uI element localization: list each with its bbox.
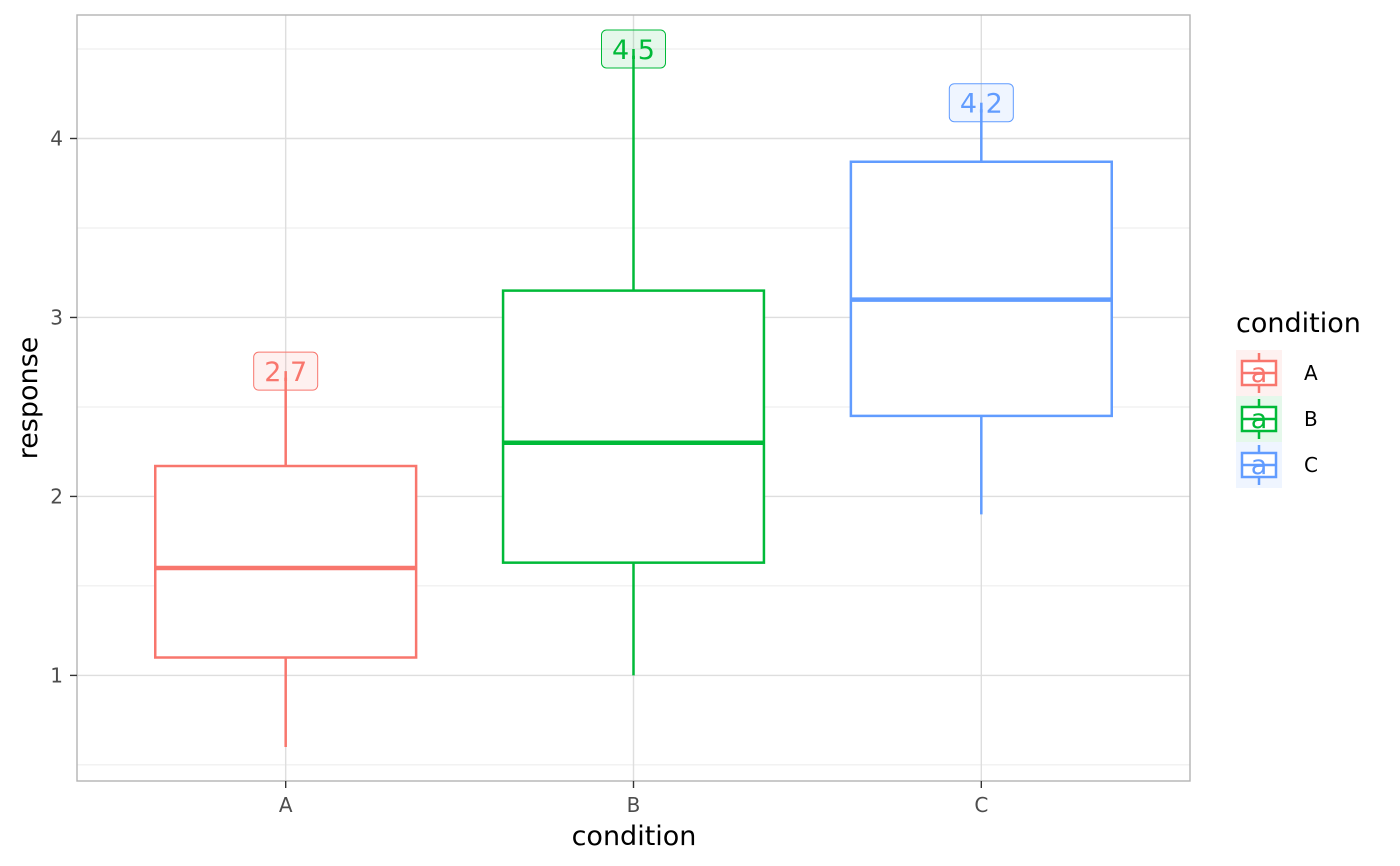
box-body <box>501 289 766 564</box>
x-tick-label: B <box>627 793 641 817</box>
max-label: 2.7 <box>264 357 307 388</box>
x-axis-title: condition <box>572 821 697 852</box>
box-C: 4.2 <box>849 83 1113 515</box>
box-body <box>154 464 418 659</box>
legend-key-glyph: a <box>1251 404 1268 435</box>
max-label-box <box>948 83 1014 123</box>
max-label-box <box>601 29 666 69</box>
y-axis-title: response <box>13 337 44 460</box>
box-B: 4.5 <box>501 29 766 676</box>
x-tick-label: C <box>974 793 988 817</box>
max-label: 4.2 <box>960 89 1003 120</box>
y-axis: 1 2 3 4 <box>50 126 77 687</box>
plot-panel: 2.7 4.5 4.2 <box>76 14 1191 782</box>
y-tick-label: 3 <box>50 305 63 329</box>
max-label-box <box>253 351 319 391</box>
y-tick-label: 1 <box>50 663 63 687</box>
x-tick-label: A <box>279 793 293 817</box>
legend-label: B <box>1304 407 1318 431</box>
x-axis: A B C <box>279 781 988 817</box>
box-body <box>849 160 1113 418</box>
legend-key-glyph: a <box>1251 358 1268 389</box>
legend-label: A <box>1304 361 1318 385</box>
legend: condition a Aa Ba C <box>1236 308 1361 488</box>
legend-key-glyph: a <box>1251 450 1268 481</box>
y-tick-label: 2 <box>50 484 63 508</box>
box-A: 2.7 <box>154 351 418 747</box>
y-tick-label: 4 <box>50 126 63 150</box>
legend-label: C <box>1304 453 1318 477</box>
legend-title: condition <box>1236 308 1361 339</box>
max-label: 4.5 <box>612 35 655 66</box>
